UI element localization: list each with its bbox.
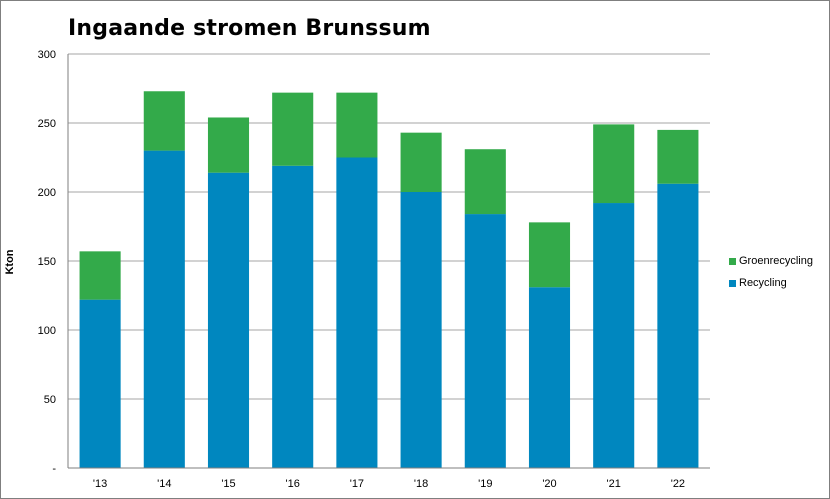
x-tick-label: '15 [221,478,235,490]
bar-recycling-9 [657,183,699,468]
x-tick-label: '22 [671,478,685,490]
legend-label-recycling: Recycling [739,277,787,289]
x-tick-label: '19 [478,478,492,490]
bar-groenrecycling-4 [336,92,378,158]
axes [67,54,710,469]
y-tick-label: 50 [44,394,56,406]
x-tick-label: '14 [157,478,171,490]
bar-groenrecycling-1 [143,91,185,151]
y-tick-label: 300 [38,49,56,61]
bar-recycling-5 [400,192,442,468]
legend-swatch-groenrecycling [729,257,736,265]
bar-recycling-4 [336,157,378,468]
x-tick-label: '13 [93,478,107,490]
bar-groenrecycling-9 [657,129,699,184]
bar-groenrecycling-8 [593,124,635,204]
bar-groenrecycling-3 [272,92,314,166]
legend-item-groenrecycling: Groenrecycling [729,250,813,272]
y-tick-label: 250 [38,118,56,130]
bar-recycling-8 [593,203,635,469]
bar-recycling-1 [143,150,185,468]
bar-recycling-2 [207,172,250,468]
bar-recycling-0 [79,299,121,468]
bar-groenrecycling-5 [400,132,442,192]
legend-item-recycling: Recycling [729,272,813,294]
bar-recycling-6 [464,214,506,468]
legend-swatch-recycling [729,279,736,287]
legend-label-groenrecycling: Groenrecycling [739,255,813,267]
x-tick-label: '21 [607,478,621,490]
x-tick-labels: '13 '14 '15 '16 '17 '18 '19 '20 '21 '22 [93,478,685,490]
x-tick-label: '18 [414,478,428,490]
y-tick-label: 200 [38,187,56,199]
y-tick-label: - [52,463,56,475]
y-tick-labels: - 50 100 150 200 250 300 [38,49,57,475]
bars [79,91,699,469]
bar-groenrecycling-2 [207,117,250,173]
bar-groenrecycling-6 [464,149,506,215]
x-tick-label: '20 [542,478,556,490]
chart-title: Ingaande stromen Brunssum [68,16,431,41]
bar-groenrecycling-7 [528,222,571,288]
bar-recycling-7 [528,287,571,468]
y-tick-label: 150 [38,256,56,268]
bar-recycling-3 [272,165,314,468]
bar-groenrecycling-0 [79,251,121,300]
x-tick-label: '16 [286,478,300,490]
legend: Groenrecycling Recycling [729,250,813,294]
x-tick-label: '17 [350,478,364,490]
y-tick-label: 100 [38,325,56,337]
